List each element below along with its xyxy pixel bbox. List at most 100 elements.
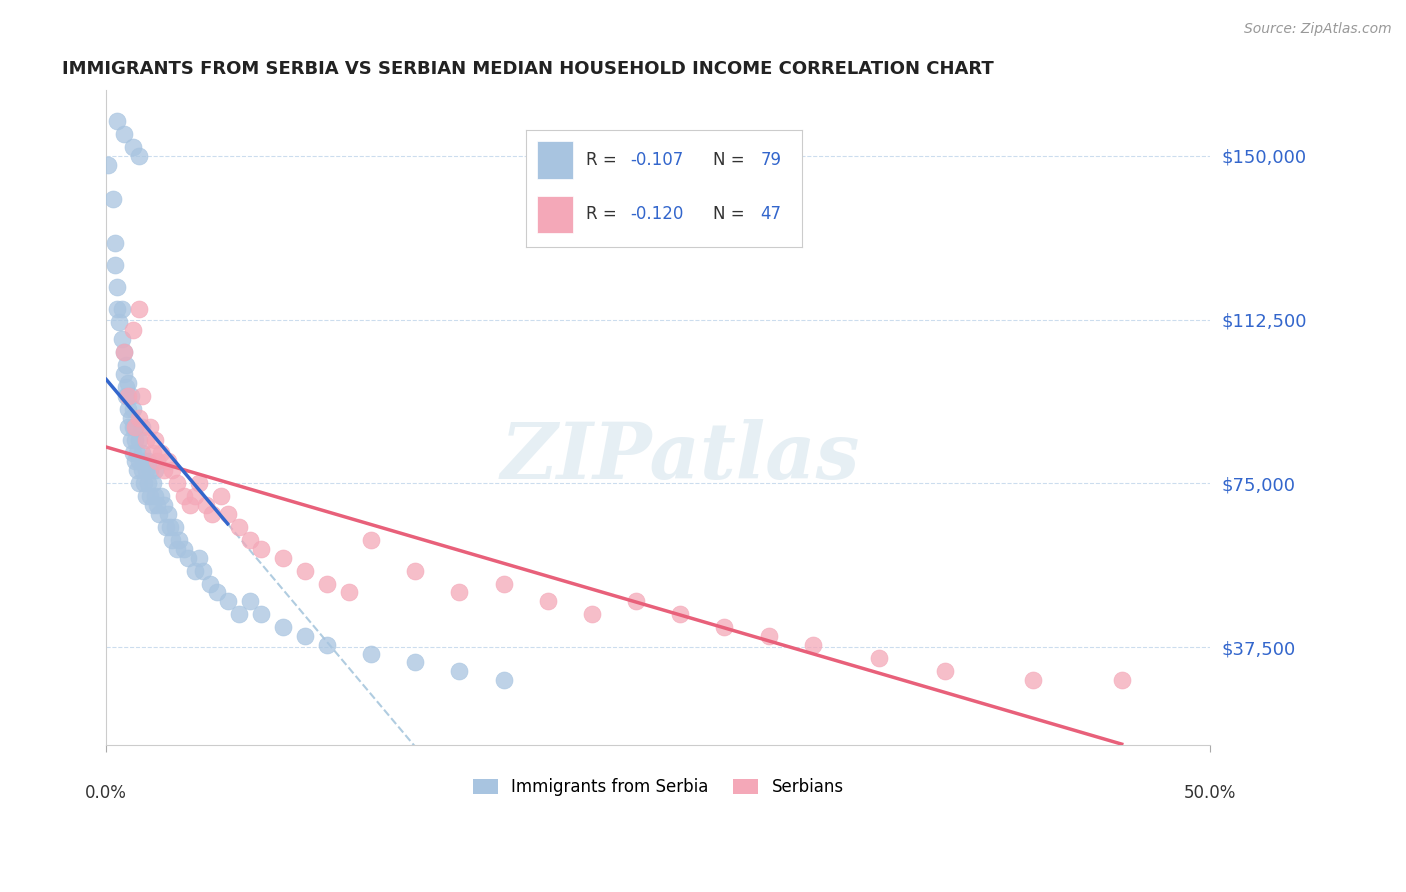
Point	[228, 607, 250, 622]
Point	[209, 489, 232, 503]
Point	[449, 585, 471, 599]
Point	[128, 301, 150, 316]
Point	[239, 594, 262, 608]
Point	[128, 410, 150, 425]
Point	[120, 389, 142, 403]
Point	[271, 620, 294, 634]
Point	[115, 359, 138, 373]
Point	[131, 446, 153, 460]
Point	[492, 576, 515, 591]
Point	[143, 489, 166, 503]
Point	[194, 498, 217, 512]
Point	[198, 576, 221, 591]
Point	[112, 127, 135, 141]
Text: Source: ZipAtlas.com: Source: ZipAtlas.com	[1244, 22, 1392, 37]
Point	[111, 332, 134, 346]
Point	[183, 564, 205, 578]
Point	[97, 157, 120, 171]
Point	[136, 476, 159, 491]
Point	[249, 607, 271, 622]
Point	[188, 476, 211, 491]
Point	[157, 507, 180, 521]
Point	[360, 647, 382, 661]
Text: 50.0%: 50.0%	[1184, 784, 1236, 802]
Point	[228, 520, 250, 534]
Point	[201, 507, 224, 521]
Point	[868, 651, 890, 665]
Point	[105, 301, 128, 316]
Point	[117, 376, 139, 390]
Text: ZIPatlas: ZIPatlas	[501, 419, 860, 495]
Point	[112, 367, 135, 381]
Point	[121, 402, 143, 417]
Point	[115, 389, 138, 403]
Point	[155, 520, 177, 534]
Point	[128, 149, 150, 163]
Point	[135, 433, 157, 447]
Point	[127, 463, 149, 477]
Point	[127, 446, 149, 460]
Point	[157, 454, 180, 468]
Point	[111, 301, 134, 316]
Point	[112, 345, 135, 359]
Point	[143, 433, 166, 447]
Point	[449, 664, 471, 678]
Point	[404, 564, 426, 578]
Point	[173, 541, 195, 556]
Point	[128, 454, 150, 468]
Point	[139, 419, 162, 434]
Point	[713, 620, 735, 634]
Point	[105, 113, 128, 128]
Point	[152, 498, 174, 512]
Point	[142, 498, 165, 512]
Point	[121, 323, 143, 337]
Point	[135, 463, 157, 477]
Point	[669, 607, 692, 622]
Point	[139, 489, 162, 503]
Point	[128, 476, 150, 491]
Point	[173, 489, 195, 503]
Point	[801, 638, 824, 652]
Point	[360, 533, 382, 547]
Point	[150, 489, 173, 503]
Point	[537, 594, 560, 608]
Point	[105, 279, 128, 293]
Point	[188, 550, 211, 565]
Point	[150, 446, 173, 460]
Point	[115, 380, 138, 394]
Point	[337, 585, 360, 599]
Point	[934, 664, 956, 678]
Point	[124, 419, 146, 434]
Point	[404, 656, 426, 670]
Point	[316, 576, 339, 591]
Point	[167, 533, 190, 547]
Point	[121, 446, 143, 460]
Point	[136, 454, 159, 468]
Point	[135, 489, 157, 503]
Point	[142, 476, 165, 491]
Point	[177, 550, 200, 565]
Point	[146, 498, 169, 512]
Point	[124, 433, 146, 447]
Point	[152, 463, 174, 477]
Point	[101, 193, 124, 207]
Point	[132, 454, 155, 468]
Point	[117, 389, 139, 403]
Point	[148, 507, 170, 521]
Point	[271, 550, 294, 565]
Point	[162, 533, 184, 547]
Point	[193, 564, 215, 578]
Point	[217, 507, 239, 521]
Point	[120, 433, 142, 447]
Point	[120, 410, 142, 425]
Point	[163, 520, 186, 534]
Point	[124, 419, 146, 434]
Point	[758, 629, 780, 643]
Point	[121, 140, 143, 154]
Point	[112, 345, 135, 359]
Point	[142, 446, 165, 460]
Point	[183, 489, 205, 503]
Point	[492, 673, 515, 687]
Point	[162, 463, 184, 477]
Point	[249, 541, 271, 556]
